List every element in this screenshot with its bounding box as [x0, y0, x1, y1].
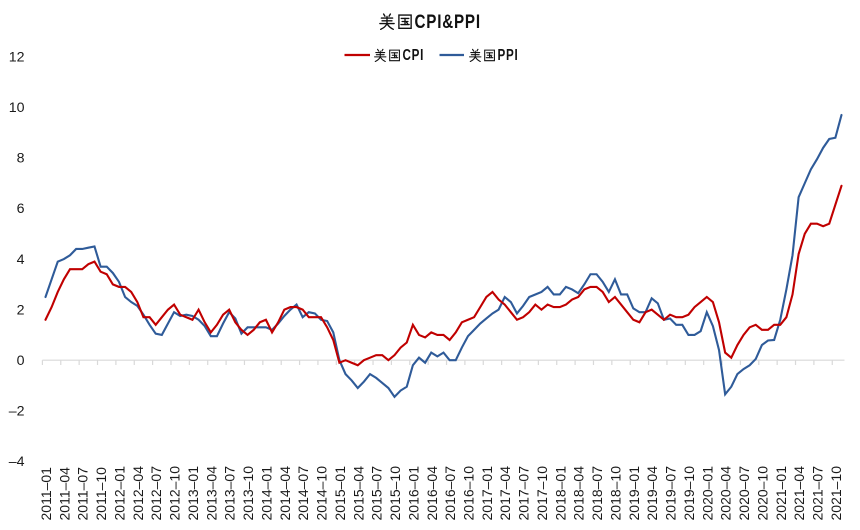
svg-text:2011–07: 2011–07	[75, 467, 91, 521]
svg-text:2014–01: 2014–01	[258, 466, 274, 521]
svg-text:2013–01: 2013–01	[185, 466, 201, 521]
svg-text:2019–07: 2019–07	[663, 466, 679, 521]
svg-text:–4: –4	[9, 454, 25, 470]
svg-text:2016–01: 2016–01	[405, 466, 421, 521]
svg-text:2015–07: 2015–07	[369, 466, 385, 521]
svg-text:2016–07: 2016–07	[442, 466, 458, 521]
svg-text:2018–10: 2018–10	[607, 466, 623, 521]
svg-text:2021–01: 2021–01	[773, 466, 789, 521]
svg-text:0: 0	[17, 353, 25, 369]
svg-text:2013–04: 2013–04	[203, 466, 219, 521]
svg-text:4: 4	[17, 252, 25, 268]
svg-text:2019–10: 2019–10	[681, 466, 697, 521]
svg-text:2013–07: 2013–07	[222, 466, 238, 521]
svg-text:2017–10: 2017–10	[534, 466, 550, 521]
svg-text:2014–04: 2014–04	[277, 466, 293, 521]
svg-text:2018–07: 2018–07	[589, 466, 605, 521]
svg-text:2011–10: 2011–10	[93, 467, 109, 521]
svg-text:6: 6	[17, 201, 25, 217]
svg-text:2017–01: 2017–01	[479, 466, 495, 521]
svg-text:2012–01: 2012–01	[111, 466, 127, 521]
svg-text:PPI: PPI	[498, 46, 519, 63]
svg-text:2021–04: 2021–04	[791, 466, 807, 521]
svg-text:2012–10: 2012–10	[167, 466, 183, 521]
svg-text:8: 8	[17, 151, 25, 167]
svg-text:2020–04: 2020–04	[718, 466, 734, 521]
svg-text:2011–04: 2011–04	[56, 467, 72, 521]
svg-text:2014–07: 2014–07	[295, 466, 311, 521]
svg-text:2020–07: 2020–07	[736, 466, 752, 521]
svg-text:2016–10: 2016–10	[460, 466, 476, 521]
svg-text:2: 2	[17, 302, 25, 318]
svg-text:2012–04: 2012–04	[130, 466, 146, 521]
svg-text:2018–04: 2018–04	[571, 466, 587, 521]
svg-text:2018–01: 2018–01	[552, 466, 568, 521]
svg-text:2017–07: 2017–07	[516, 466, 532, 521]
svg-text:2015–04: 2015–04	[350, 466, 366, 521]
svg-text:–2: –2	[9, 403, 25, 419]
svg-text:2021–07: 2021–07	[810, 466, 826, 521]
svg-text:2013–10: 2013–10	[240, 466, 256, 521]
svg-text:2011–01: 2011–01	[38, 467, 54, 521]
svg-text:2014–10: 2014–10	[314, 466, 330, 521]
svg-text:2021–10: 2021–10	[828, 466, 844, 521]
svg-text:2019–01: 2019–01	[626, 466, 642, 521]
svg-text:12: 12	[9, 50, 25, 66]
svg-text:2017–04: 2017–04	[497, 466, 513, 521]
svg-text:2020–01: 2020–01	[699, 466, 715, 521]
svg-text:CPI: CPI	[403, 46, 425, 63]
svg-text:2012–07: 2012–07	[148, 466, 164, 521]
svg-text:10: 10	[9, 100, 25, 116]
svg-text:2015–10: 2015–10	[387, 466, 403, 521]
svg-text:2015–01: 2015–01	[332, 466, 348, 521]
svg-text:2020–10: 2020–10	[754, 466, 770, 521]
svg-text:CPI&PPI: CPI&PPI	[415, 10, 481, 32]
svg-text:2016–04: 2016–04	[424, 466, 440, 521]
svg-text:2019–04: 2019–04	[644, 466, 660, 521]
